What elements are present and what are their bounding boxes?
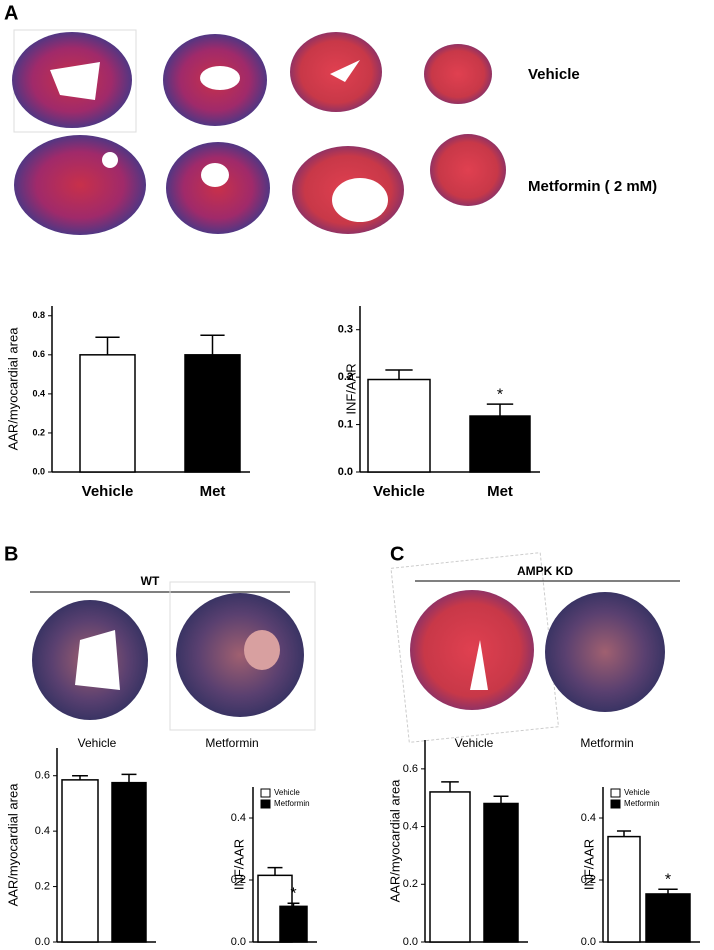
- bar: [469, 415, 531, 473]
- panel-label: A: [4, 2, 18, 24]
- panel-label: B: [4, 543, 18, 565]
- significance: *: [497, 386, 503, 403]
- x-tick-label: Vehicle: [373, 483, 425, 500]
- y-axis-label: INF/AAR: [231, 839, 246, 890]
- error-bar: [486, 403, 514, 417]
- y-tick-label: 0.4: [581, 812, 596, 824]
- y-tick-label: 0.6: [35, 770, 50, 782]
- y-axis-label: AAR/myocardial area: [5, 783, 20, 907]
- error-bar: [658, 888, 678, 894]
- bar: [367, 378, 431, 473]
- y-tick-label: 0.2: [338, 371, 353, 383]
- error-bar: [95, 336, 120, 355]
- group-label: AMPK KD: [517, 564, 573, 578]
- y-axis-label: AAR/myocardial area: [387, 779, 402, 903]
- legend-swatch: [260, 799, 271, 809]
- y-tick-label: 0.0: [338, 466, 353, 478]
- bar: [184, 354, 241, 473]
- error-bar: [72, 774, 88, 780]
- y-tick-label: 0.0: [581, 936, 596, 948]
- legend-swatch: [610, 799, 621, 809]
- error-bar: [200, 334, 225, 355]
- bar: [607, 835, 641, 943]
- image-label: Vehicle: [78, 736, 117, 750]
- legend-swatch: [260, 788, 271, 798]
- y-tick-label: 0.4: [231, 812, 246, 824]
- legend-swatch: [610, 788, 621, 798]
- y-tick-label: 0.0: [32, 466, 45, 476]
- bar: [111, 781, 147, 943]
- bar: [645, 893, 691, 943]
- error-bar: [616, 830, 632, 837]
- bar: [61, 779, 99, 943]
- y-tick-label: 0.8: [32, 310, 45, 320]
- bar: [429, 791, 471, 943]
- y-tick-label: 0.2: [35, 880, 50, 892]
- legend-label: Vehicle: [624, 788, 650, 797]
- row-label: Vehicle: [528, 66, 580, 83]
- image-label: Metformin: [205, 736, 258, 750]
- bar: [79, 354, 136, 473]
- y-tick-label: 0.6: [32, 349, 45, 359]
- bar: [483, 802, 519, 943]
- panel-label: C: [390, 543, 404, 565]
- y-axis-label: INF/AAR: [343, 363, 358, 414]
- y-tick-label: 0.2: [403, 878, 418, 890]
- error-bar: [267, 866, 283, 876]
- row-label: Metformin ( 2 mM): [528, 178, 657, 195]
- error-bar: [385, 369, 413, 380]
- error-bar: [493, 795, 509, 804]
- significance: *: [665, 872, 671, 889]
- y-axis-label: AAR/myocardial area: [5, 327, 20, 451]
- x-tick-label: Vehicle: [82, 483, 134, 500]
- x-tick-label: Met: [200, 483, 226, 500]
- heart-images: [12, 29, 506, 235]
- y-tick-label: 0.4: [32, 388, 45, 398]
- y-tick-label: 0.4: [35, 825, 50, 837]
- y-tick-label: 0.2: [581, 874, 596, 886]
- heart-images: [32, 552, 665, 743]
- y-tick-label: 0.6: [403, 763, 418, 775]
- legend-label: Metformin: [624, 799, 660, 808]
- image-label: Metformin: [580, 736, 633, 750]
- y-tick-label: 0.3: [338, 324, 353, 336]
- y-tick-label: 0.0: [231, 936, 246, 948]
- y-tick-label: 0.4: [403, 820, 418, 832]
- x-tick-label: Met: [487, 483, 513, 500]
- y-tick-label: 0.2: [231, 874, 246, 886]
- significance: *: [290, 885, 296, 902]
- y-tick-label: 0.0: [403, 936, 418, 948]
- y-tick-label: 0.2: [32, 427, 45, 437]
- error-bar: [441, 781, 459, 792]
- y-tick-label: 0.0: [35, 936, 50, 948]
- bar: [279, 905, 308, 943]
- group-label: WT: [141, 574, 160, 588]
- y-axis-label: INF/AAR: [581, 839, 596, 890]
- error-bar: [121, 773, 137, 783]
- legend-label: Metformin: [274, 799, 310, 808]
- legend-label: Vehicle: [274, 788, 300, 797]
- error-bar: [287, 902, 300, 907]
- y-tick-label: 0.1: [338, 418, 353, 430]
- image-label: Vehicle: [455, 736, 494, 750]
